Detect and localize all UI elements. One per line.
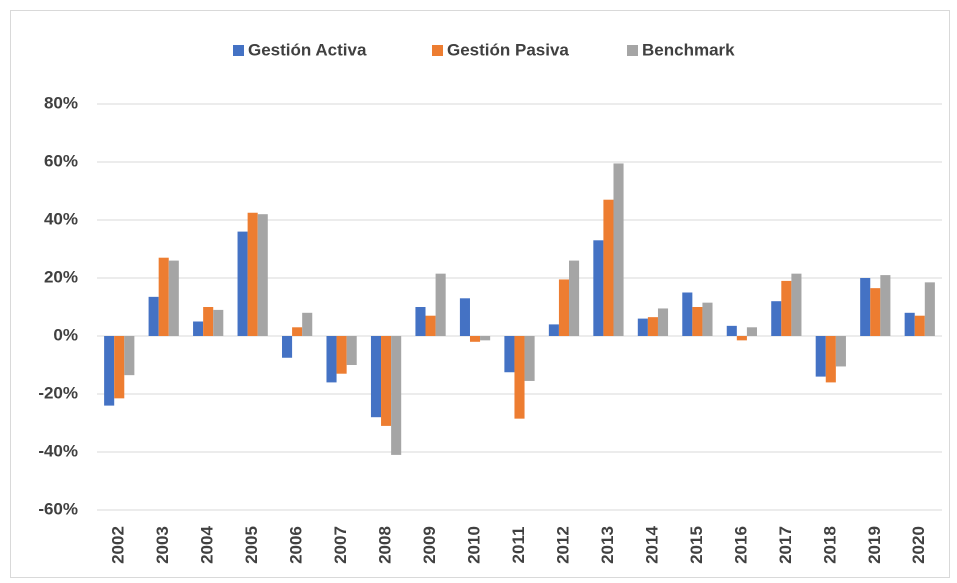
bar <box>237 231 248 336</box>
bar <box>203 307 214 336</box>
x-tick-label: 2017 <box>776 526 795 564</box>
legend-marker <box>627 45 638 56</box>
y-tick-label: 0% <box>53 325 78 344</box>
bar <box>213 309 224 336</box>
bar <box>524 336 535 381</box>
bar <box>336 336 347 374</box>
bar <box>124 336 135 376</box>
bar <box>569 260 580 336</box>
bar <box>736 336 747 341</box>
bar <box>657 308 669 336</box>
bar <box>593 240 604 336</box>
bar <box>603 199 614 336</box>
bar <box>815 336 826 377</box>
bar <box>381 336 392 426</box>
bar <box>469 336 481 342</box>
bar <box>504 336 515 373</box>
x-tick-label: 2011 <box>509 527 528 564</box>
bar <box>114 336 125 399</box>
legend-label: Gestión Pasiva <box>447 40 569 59</box>
y-tick-label: 40% <box>44 209 78 228</box>
bar <box>415 307 426 336</box>
bar <box>682 292 693 336</box>
bar <box>548 324 559 336</box>
x-tick-label: 2018 <box>820 526 839 564</box>
x-tick-label: 2014 <box>642 526 661 564</box>
bar <box>860 278 871 336</box>
x-tick-label: 2008 <box>376 526 395 564</box>
y-tick-label: -40% <box>38 441 78 460</box>
bar <box>292 327 303 336</box>
y-tick-label: 20% <box>44 267 78 286</box>
y-tick-label: -20% <box>38 383 78 402</box>
legend-marker <box>432 45 443 56</box>
bar <box>257 214 268 336</box>
bar <box>647 317 658 336</box>
bar <box>282 336 293 358</box>
bar <box>302 312 313 336</box>
legend-label: Gestión Activa <box>248 40 367 59</box>
x-tick-label: 2004 <box>198 526 217 564</box>
bar <box>514 336 525 419</box>
x-tick-label: 2019 <box>865 526 884 564</box>
x-tick-label: 2006 <box>287 526 306 564</box>
bar <box>791 273 802 336</box>
bar <box>880 275 891 336</box>
chart-border <box>10 10 950 578</box>
bar <box>692 307 703 336</box>
bar <box>158 257 169 336</box>
y-tick-label: 80% <box>44 93 78 112</box>
bar <box>746 327 757 336</box>
x-tick-label: 2012 <box>553 526 572 564</box>
bar <box>558 279 570 336</box>
bar <box>771 301 782 336</box>
bar <box>825 336 836 383</box>
bar <box>104 336 115 406</box>
bar <box>613 163 624 336</box>
bar <box>148 296 159 336</box>
bar <box>726 325 737 336</box>
x-tick-label: 2007 <box>331 526 350 564</box>
x-tick-label: 2016 <box>731 526 750 564</box>
bar <box>425 315 436 336</box>
x-tick-label: 2003 <box>153 526 172 564</box>
legend-label: Benchmark <box>642 40 735 59</box>
bar <box>914 315 925 336</box>
bar <box>346 336 357 365</box>
bar <box>480 336 491 341</box>
bar <box>637 318 648 336</box>
bar <box>459 298 470 336</box>
bar <box>904 312 915 336</box>
bar <box>168 260 179 336</box>
x-tick-label: 2005 <box>242 526 261 564</box>
x-tick-label: 2020 <box>909 526 928 564</box>
x-tick-label: 2009 <box>420 526 439 564</box>
legend-marker <box>233 45 244 56</box>
bar <box>435 273 446 336</box>
y-tick-label: 60% <box>44 151 78 170</box>
bar <box>924 282 935 336</box>
bar <box>247 212 258 336</box>
y-tick-label: -60% <box>38 499 78 518</box>
bar <box>370 336 382 418</box>
bar <box>870 288 881 336</box>
x-tick-label: 2013 <box>598 526 617 564</box>
bar <box>781 280 792 336</box>
x-tick-label: 2002 <box>109 526 128 564</box>
x-tick-label: 2010 <box>465 526 484 564</box>
bar <box>326 336 337 383</box>
bar <box>391 336 402 455</box>
bar <box>193 321 204 336</box>
bar <box>835 336 846 367</box>
x-tick-label: 2015 <box>687 526 706 564</box>
bar <box>702 302 713 336</box>
